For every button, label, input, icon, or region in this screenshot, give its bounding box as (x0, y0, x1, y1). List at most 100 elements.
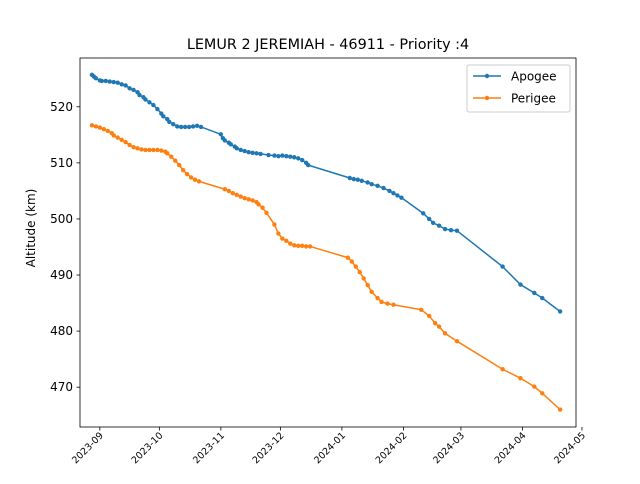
y-tick-label: 520 (50, 100, 73, 114)
data-point-perigee (127, 142, 132, 148)
data-point-perigee (222, 187, 228, 192)
legend-marker-perigee (484, 95, 490, 101)
data-point-apogee (103, 78, 108, 84)
data-point-apogee (454, 228, 460, 233)
data-point-perigee (139, 147, 144, 152)
data-point-apogee (448, 227, 454, 233)
data-point-apogee (107, 79, 112, 84)
data-point-apogee (198, 124, 204, 130)
data-point-apogee (161, 114, 166, 119)
y-axis-label: Altitude (km) (24, 189, 38, 268)
data-point-perigee (159, 148, 164, 153)
data-point-perigee (184, 171, 190, 177)
data-point-apogee (137, 92, 142, 98)
data-point-apogee (430, 220, 436, 226)
data-point-perigee (518, 376, 523, 381)
data-point-perigee (135, 146, 140, 151)
data-point-perigee (192, 177, 198, 182)
data-point-perigee (365, 282, 370, 288)
data-point-apogee (266, 152, 271, 158)
legend-marker-apogee (484, 73, 490, 79)
data-point-perigee (147, 147, 152, 153)
data-point-apogee (123, 83, 128, 88)
data-point-apogee (375, 183, 380, 189)
data-point-perigee (238, 194, 243, 199)
data-point-apogee (127, 86, 132, 91)
data-point-perigee (442, 331, 448, 336)
data-point-apogee (365, 180, 370, 185)
data-point-perigee (303, 244, 309, 249)
data-point-apogee (119, 82, 124, 87)
data-point-perigee (540, 391, 545, 396)
data-point-apogee (111, 79, 116, 85)
data-point-apogee (399, 195, 404, 200)
data-point-apogee (518, 282, 523, 287)
data-point-apogee (151, 102, 156, 108)
data-point-apogee (359, 178, 364, 184)
data-point-perigee (357, 270, 362, 275)
data-point-apogee (155, 106, 160, 112)
data-point-perigee (111, 133, 116, 138)
data-point-perigee (292, 243, 297, 248)
data-point-perigee (280, 236, 285, 241)
data-point-perigee (180, 167, 186, 173)
data-point-perigee (557, 407, 563, 412)
data-point-apogee (442, 226, 448, 232)
data-point-perigee (131, 144, 136, 150)
data-point-apogee (131, 87, 136, 93)
data-point-perigee (169, 154, 174, 159)
data-point-perigee (196, 179, 202, 184)
data-point-perigee (385, 301, 390, 306)
data-point-apogee (421, 211, 426, 216)
data-point-perigee (349, 259, 355, 264)
data-point-apogee (182, 124, 188, 130)
data-point-perigee (188, 175, 194, 180)
data-point-perigee (353, 264, 358, 269)
data-point-apogee (194, 123, 200, 129)
plot-frame (79, 57, 577, 428)
data-point-apogee (436, 223, 442, 228)
data-point-perigee (288, 241, 293, 246)
data-point-apogee (387, 188, 392, 194)
data-point-perigee (432, 321, 438, 326)
data-point-apogee (276, 153, 281, 159)
data-point-perigee (246, 197, 251, 202)
data-point-perigee (296, 243, 301, 249)
data-point-apogee (300, 157, 305, 163)
data-point-apogee (557, 309, 563, 314)
y-tick-label: 510 (50, 156, 73, 170)
data-point-apogee (115, 80, 120, 85)
data-point-perigee (242, 196, 247, 201)
data-point-perigee (173, 158, 178, 163)
data-point-perigee (436, 324, 442, 329)
data-point-perigee (97, 125, 103, 130)
data-point-perigee (426, 313, 432, 319)
data-point-apogee (238, 147, 243, 153)
data-point-apogee (242, 148, 247, 154)
data-point-perigee (226, 188, 231, 194)
data-point-apogee (292, 155, 297, 160)
legend-label-perigee: Perigee (511, 92, 556, 106)
data-point-apogee (280, 153, 285, 158)
data-point-apogee (532, 290, 537, 296)
data-point-perigee (454, 339, 460, 344)
data-point-perigee (143, 147, 148, 153)
data-point-perigee (419, 307, 424, 312)
y-tick-label: 500 (50, 212, 73, 226)
data-point-apogee (426, 216, 432, 222)
data-point-perigee (276, 231, 281, 236)
data-point-perigee (307, 244, 313, 249)
chart-title: LEMUR 2 JEREMIAH - 46911 - Priority :4 (187, 37, 469, 53)
data-point-perigee (361, 276, 366, 281)
data-point-perigee (230, 190, 235, 196)
data-point-apogee (186, 124, 192, 130)
data-point-perigee (155, 147, 160, 153)
legend-label-apogee: Apogee (511, 70, 557, 84)
data-point-perigee (151, 147, 156, 153)
data-point-perigee (123, 139, 128, 145)
data-point-apogee (391, 190, 396, 196)
data-point-apogee (171, 121, 176, 127)
series-apogee (89, 72, 563, 314)
data-point-apogee (178, 124, 184, 130)
